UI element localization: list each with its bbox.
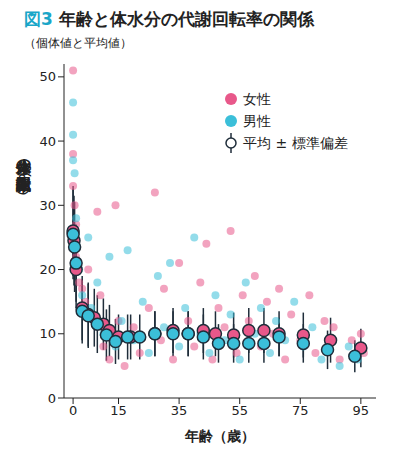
svg-text:75: 75	[292, 403, 309, 418]
svg-text:95: 95	[353, 403, 370, 418]
html-text:（個体値と平均値）: （個体値と平均値）	[24, 36, 132, 50]
svg-text:15: 15	[110, 403, 127, 418]
svg-text:年齢（歳）: 年齢（歳）	[184, 428, 255, 444]
html-text:平均 ± 標準偏差: 平均 ± 標準偏差	[243, 135, 348, 151]
svg-text:55: 55	[231, 403, 248, 418]
svg-text:50: 50	[39, 69, 56, 84]
svg-text:10: 10	[39, 326, 56, 341]
svg-text:40: 40	[39, 134, 56, 149]
svg-text:0: 0	[48, 391, 56, 406]
svg-text:0: 0	[69, 403, 77, 418]
svg-text:35: 35	[171, 403, 188, 418]
html-text:図3 年齢と体水分の代謝回転率の関係: 図3 年齢と体水分の代謝回転率の関係	[24, 9, 314, 29]
html-text:女性: 女性	[243, 91, 271, 107]
html-text:体水分の代謝回転率（%）: 体水分の代謝回転率（%）	[15, 148, 33, 180]
html-text:男性: 男性	[243, 113, 271, 129]
svg-text:20: 20	[39, 262, 56, 277]
svg-text:30: 30	[39, 198, 56, 213]
